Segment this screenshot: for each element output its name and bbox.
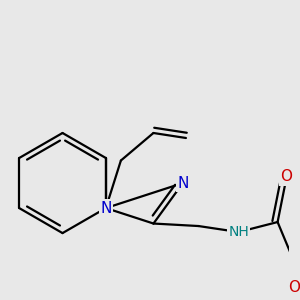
- Text: N: N: [177, 176, 189, 190]
- Text: N: N: [100, 201, 112, 216]
- Text: NH: NH: [228, 225, 249, 239]
- Text: O: O: [288, 280, 300, 295]
- Text: O: O: [280, 169, 292, 184]
